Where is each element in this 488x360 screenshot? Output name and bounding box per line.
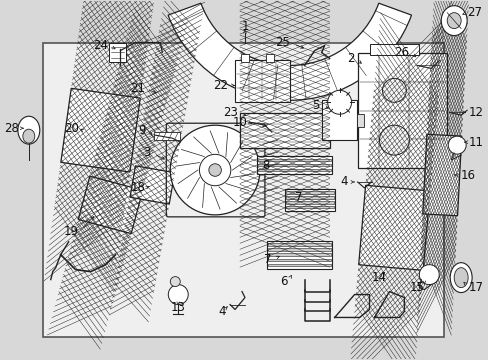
Text: 22: 22 — [213, 79, 227, 92]
Bar — [258, 164, 330, 166]
Bar — [267, 241, 331, 269]
Bar — [369, 44, 419, 55]
Text: 4: 4 — [340, 175, 347, 189]
Text: 21: 21 — [130, 82, 145, 95]
Circle shape — [170, 125, 260, 215]
Bar — [285, 189, 334, 211]
Bar — [78, 176, 142, 234]
Ellipse shape — [18, 116, 40, 144]
Bar — [356, 114, 363, 127]
Bar — [285, 196, 333, 199]
Text: 11: 11 — [468, 136, 483, 149]
Bar — [285, 192, 333, 194]
Ellipse shape — [23, 129, 35, 143]
Bar — [61, 88, 140, 172]
Bar — [268, 258, 330, 261]
Text: 16: 16 — [460, 168, 475, 181]
Text: 20: 20 — [63, 122, 79, 135]
Wedge shape — [168, 3, 411, 100]
Text: 18: 18 — [130, 181, 145, 194]
Circle shape — [419, 265, 438, 285]
Circle shape — [168, 285, 188, 305]
Ellipse shape — [440, 6, 466, 36]
Text: 25: 25 — [274, 36, 289, 49]
Text: 4: 4 — [218, 305, 225, 318]
Circle shape — [170, 276, 180, 287]
Bar — [241, 54, 248, 62]
Text: 7: 7 — [264, 253, 271, 266]
Text: 27: 27 — [466, 6, 481, 19]
Bar — [357, 54, 447, 168]
Bar — [235, 60, 289, 102]
Text: 24: 24 — [93, 39, 108, 52]
Bar — [268, 264, 330, 266]
Ellipse shape — [447, 13, 460, 28]
Bar — [130, 166, 174, 204]
Bar — [285, 206, 333, 208]
Bar — [240, 113, 329, 148]
Text: 13: 13 — [170, 301, 185, 314]
Circle shape — [382, 78, 406, 102]
Text: 7: 7 — [294, 192, 302, 204]
Circle shape — [199, 154, 230, 186]
Text: 5: 5 — [312, 99, 319, 112]
Text: 19: 19 — [63, 225, 79, 238]
Bar — [154, 132, 180, 140]
Text: 26: 26 — [393, 46, 408, 59]
Bar — [265, 54, 273, 62]
Text: 23: 23 — [223, 106, 238, 119]
Circle shape — [327, 90, 351, 114]
Text: 2: 2 — [346, 52, 354, 65]
Text: 15: 15 — [408, 281, 424, 294]
Text: 10: 10 — [233, 116, 247, 129]
Text: 1: 1 — [241, 20, 248, 33]
Bar — [258, 159, 330, 161]
Text: 12: 12 — [468, 106, 483, 119]
Bar — [257, 156, 331, 174]
Ellipse shape — [453, 268, 467, 288]
FancyBboxPatch shape — [42, 42, 443, 337]
Text: 17: 17 — [468, 281, 483, 294]
Text: 6: 6 — [280, 275, 287, 288]
Text: 3: 3 — [142, 145, 150, 159]
Bar — [358, 185, 429, 270]
Bar — [268, 248, 330, 251]
Circle shape — [379, 125, 408, 155]
Bar — [258, 169, 330, 171]
Bar — [268, 253, 330, 256]
Bar — [422, 134, 461, 216]
Circle shape — [447, 136, 465, 154]
Ellipse shape — [449, 263, 471, 293]
Bar — [268, 243, 330, 246]
Bar — [285, 201, 333, 203]
Text: 14: 14 — [371, 271, 386, 284]
Bar — [108, 42, 126, 62]
Text: 9: 9 — [138, 124, 145, 137]
Circle shape — [208, 164, 221, 176]
Text: 28: 28 — [4, 122, 19, 135]
Text: 8: 8 — [262, 158, 269, 172]
Bar — [322, 100, 356, 140]
